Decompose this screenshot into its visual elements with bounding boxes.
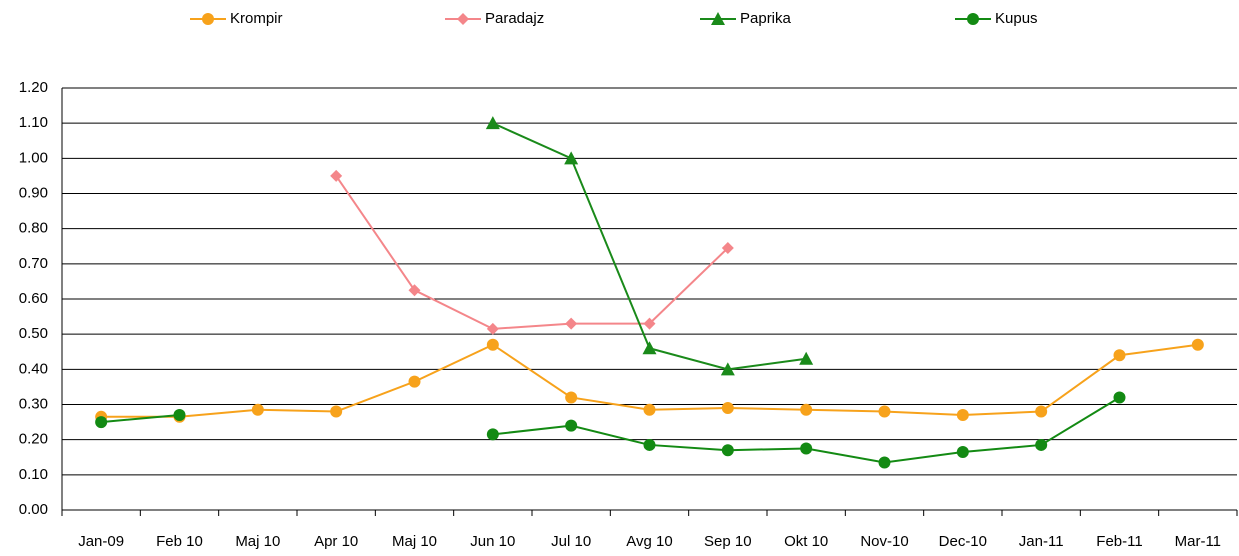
x-tick-label: Feb 10	[156, 533, 203, 550]
marker	[967, 13, 979, 25]
marker	[485, 116, 500, 130]
marker	[721, 444, 734, 457]
y-tick-label: 0.90	[19, 184, 48, 201]
y-tick-label: 0.20	[19, 431, 48, 448]
marker	[408, 284, 421, 297]
marker	[643, 403, 656, 416]
marker	[565, 419, 578, 432]
legend-label: Paprika	[740, 10, 792, 27]
y-tick-label: 1.00	[19, 149, 48, 166]
marker	[800, 403, 813, 416]
x-tick-label: Jun 10	[470, 533, 515, 550]
marker	[457, 13, 469, 25]
marker	[565, 317, 578, 330]
marker	[486, 428, 499, 441]
series-line	[335, 175, 729, 330]
marker	[956, 445, 969, 458]
marker	[1113, 349, 1126, 362]
marker	[1035, 438, 1048, 451]
marker	[711, 12, 725, 25]
y-tick-label: 0.50	[19, 325, 48, 342]
marker	[800, 442, 813, 455]
marker	[643, 438, 656, 451]
legend-label: Kupus	[995, 10, 1038, 27]
marker	[408, 375, 421, 388]
marker	[1191, 338, 1204, 351]
x-tick-label: Jan-09	[78, 533, 124, 550]
x-tick-label: Jul 10	[551, 533, 591, 550]
x-tick-label: Maj 10	[392, 533, 437, 550]
marker	[330, 405, 343, 418]
marker	[486, 338, 499, 351]
marker	[721, 242, 734, 255]
y-tick-label: 0.10	[19, 466, 48, 483]
marker	[202, 13, 214, 25]
x-tick-label: Feb-11	[1096, 533, 1142, 550]
marker	[565, 391, 578, 404]
marker	[564, 151, 579, 165]
marker	[799, 351, 814, 365]
marker	[878, 405, 891, 418]
y-tick-label: 1.20	[19, 79, 48, 96]
y-tick-label: 0.70	[19, 255, 48, 272]
x-tick-label: Dec-10	[939, 533, 987, 550]
marker	[251, 403, 264, 416]
marker	[720, 362, 735, 376]
y-tick-label: 0.00	[19, 501, 48, 518]
y-tick-label: 0.60	[19, 290, 48, 307]
marker	[486, 322, 499, 335]
marker	[956, 409, 969, 422]
x-tick-label: Avg 10	[626, 533, 672, 550]
x-tick-label: Mar-11	[1175, 533, 1221, 550]
y-tick-label: 0.30	[19, 395, 48, 412]
x-tick-label: Maj 10	[235, 533, 280, 550]
marker	[95, 416, 108, 429]
marker	[721, 402, 734, 415]
legend-label: Krompir	[230, 10, 283, 27]
y-tick-label: 1.10	[19, 114, 48, 131]
x-tick-label: Apr 10	[314, 533, 358, 550]
series-line	[492, 122, 807, 371]
y-tick-label: 0.40	[19, 360, 48, 377]
marker	[642, 341, 657, 355]
x-tick-label: Jan-11	[1019, 533, 1064, 550]
marker	[1035, 405, 1048, 418]
marker	[1113, 391, 1126, 404]
x-tick-label: Sep 10	[704, 533, 752, 550]
marker	[173, 409, 186, 422]
x-tick-label: Okt 10	[784, 533, 828, 550]
y-tick-label: 0.80	[19, 220, 48, 237]
x-tick-label: Nov-10	[860, 533, 908, 550]
marker	[330, 169, 343, 182]
marker	[643, 317, 656, 330]
legend-label: Paradajz	[485, 10, 544, 27]
marker	[878, 456, 891, 469]
